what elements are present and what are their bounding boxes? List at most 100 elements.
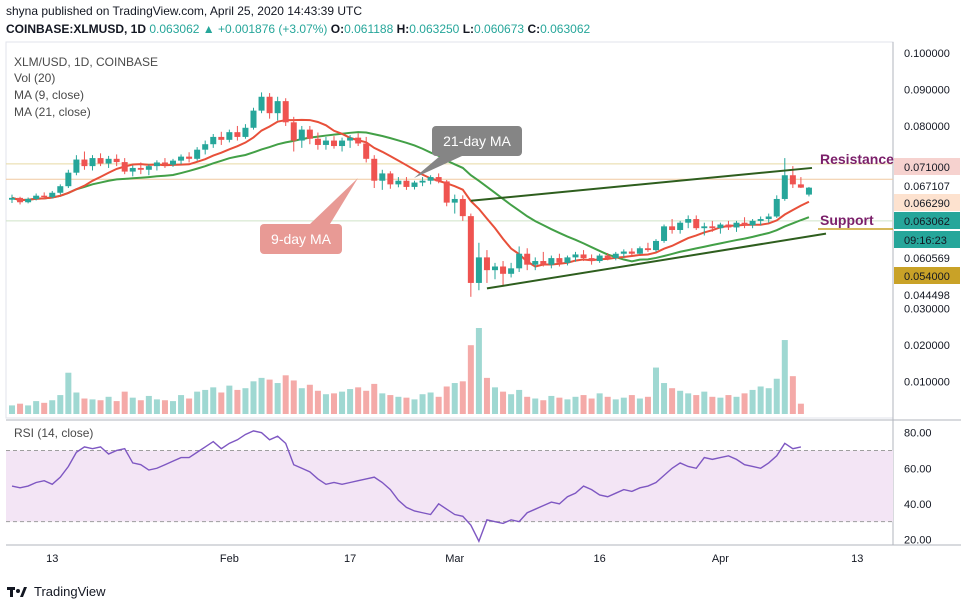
volume-bar bbox=[467, 345, 474, 414]
candle-body bbox=[274, 101, 281, 114]
brand-name[interactable]: TradingView bbox=[34, 584, 106, 599]
candle-body bbox=[516, 253, 523, 269]
resistance-label: Resistance bbox=[820, 151, 894, 167]
high-value: 0.063250 bbox=[409, 22, 460, 36]
price-label-countdown: 09:16:23 bbox=[904, 235, 947, 247]
volume-bar bbox=[483, 377, 490, 414]
volume-bar bbox=[524, 396, 531, 414]
candle-body bbox=[669, 226, 676, 230]
candle-body bbox=[435, 177, 442, 182]
volume-bar bbox=[516, 389, 523, 414]
candle-body bbox=[41, 195, 48, 198]
candle-body bbox=[701, 226, 708, 229]
rsi-tick-label: 40.00 bbox=[904, 499, 932, 511]
volume-bar bbox=[773, 378, 780, 414]
candle-body bbox=[564, 257, 571, 263]
volume-bar bbox=[210, 387, 217, 414]
volume-bar bbox=[73, 392, 80, 414]
candle-body bbox=[403, 180, 410, 187]
price-tick-label: 0.020000 bbox=[904, 340, 950, 352]
time-tick-label: 17 bbox=[344, 553, 356, 565]
price-label-last-high: 0.067107 bbox=[904, 181, 950, 193]
price-tick-label: 0.010000 bbox=[904, 376, 950, 388]
candle-body bbox=[532, 261, 539, 265]
time-tick-label: 13 bbox=[46, 553, 58, 565]
candle-body bbox=[596, 255, 603, 262]
candle-body bbox=[524, 253, 531, 265]
volume-bar bbox=[9, 405, 15, 414]
candle-body bbox=[105, 158, 112, 164]
volume-bar bbox=[153, 399, 160, 414]
volume-bar bbox=[556, 397, 563, 414]
low-label: L: bbox=[462, 22, 475, 36]
volume-bar bbox=[620, 397, 627, 414]
symbol-label[interactable]: COINBASE:XLMUSD, 1D bbox=[6, 22, 147, 36]
volume-bar bbox=[459, 381, 466, 414]
volume-bar bbox=[757, 386, 764, 414]
candle-body bbox=[620, 251, 627, 254]
candle-body bbox=[355, 137, 362, 144]
candle-body bbox=[628, 251, 635, 254]
candle-body bbox=[741, 222, 748, 226]
candle-body bbox=[733, 222, 740, 228]
ma9-line bbox=[11, 118, 810, 268]
volume-bar bbox=[636, 398, 643, 414]
volume-bar bbox=[234, 389, 241, 414]
candle-body bbox=[234, 132, 241, 137]
volume-bar bbox=[178, 395, 185, 414]
volume-bar bbox=[427, 392, 434, 414]
volume-bar bbox=[451, 383, 458, 414]
volume-bar bbox=[403, 397, 410, 414]
price-label-badge bbox=[894, 194, 960, 211]
volume-bar bbox=[749, 389, 756, 414]
candle-body bbox=[97, 158, 104, 164]
candle-body bbox=[121, 162, 128, 172]
volume-bar bbox=[508, 394, 515, 414]
volume-bar bbox=[741, 393, 748, 414]
candle-body bbox=[371, 158, 378, 181]
candle-body bbox=[781, 175, 788, 199]
open-value: 0.061188 bbox=[344, 22, 394, 36]
volume-bar bbox=[322, 394, 329, 414]
candle-body bbox=[33, 195, 40, 199]
candle-body bbox=[604, 255, 611, 259]
volume-bar bbox=[387, 395, 394, 414]
volume-bar bbox=[121, 391, 128, 414]
candle-body bbox=[178, 156, 185, 161]
price-pane bbox=[5, 41, 894, 419]
candle-body bbox=[653, 240, 659, 251]
volume-bar bbox=[419, 394, 426, 414]
candle-body bbox=[556, 258, 563, 263]
candle-body bbox=[73, 159, 80, 173]
rsi-tick-label: 60.00 bbox=[904, 463, 932, 475]
candle-body bbox=[540, 261, 547, 265]
volume-bar bbox=[644, 396, 651, 414]
candle-body bbox=[483, 257, 490, 271]
volume-bar bbox=[765, 388, 772, 414]
candle-body bbox=[588, 258, 595, 262]
candle-body bbox=[419, 180, 426, 183]
volume-bar bbox=[57, 395, 64, 414]
rsi-tick-label: 80.00 bbox=[904, 428, 932, 440]
volume-bar bbox=[685, 393, 692, 414]
price-label-support: 0.054000 bbox=[904, 271, 950, 283]
price-label-level: 0.066290 bbox=[904, 198, 950, 210]
candle-body bbox=[210, 136, 217, 145]
candle-body bbox=[717, 224, 724, 229]
volume-bar bbox=[653, 367, 659, 414]
price-label-current: 0.063062 bbox=[904, 216, 950, 228]
ma21-callout-pointer bbox=[414, 156, 462, 178]
ma9-callout-text: 9-day MA bbox=[271, 231, 332, 247]
volume-bar bbox=[81, 398, 88, 414]
candle-body bbox=[451, 198, 458, 203]
candle-body bbox=[548, 258, 555, 265]
ma9-legend: MA (9, close) bbox=[14, 88, 84, 102]
candle-body bbox=[145, 166, 152, 170]
volume-bar bbox=[717, 397, 724, 414]
volume-bar bbox=[540, 400, 547, 414]
candle-body bbox=[170, 160, 176, 165]
candle-body bbox=[443, 181, 450, 203]
volume-bar bbox=[145, 395, 152, 414]
candle-body bbox=[636, 248, 643, 254]
